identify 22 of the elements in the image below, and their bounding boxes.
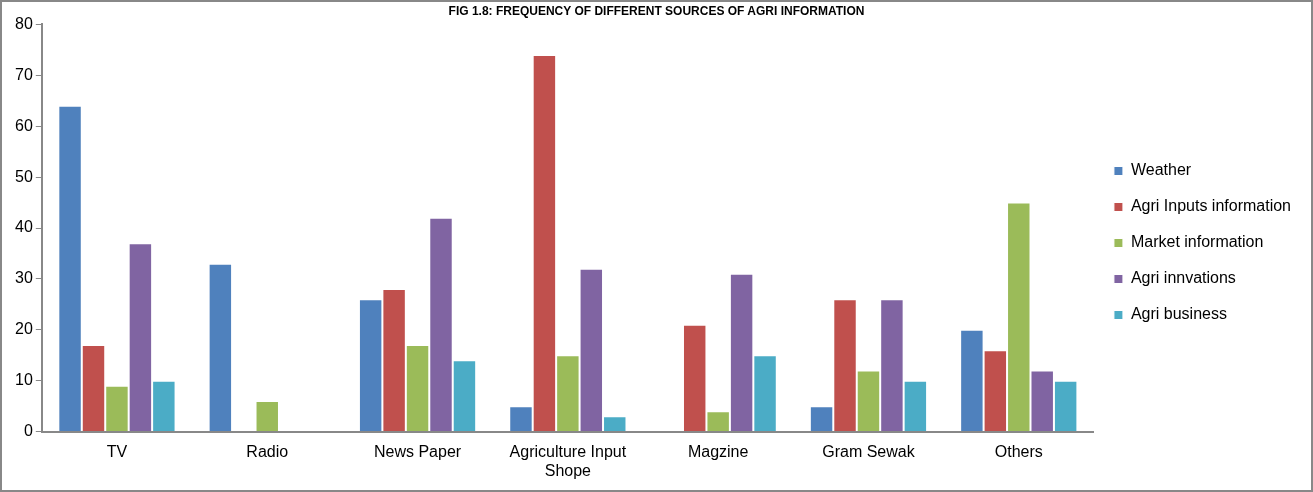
legend-label: Market information: [1130, 233, 1264, 251]
y-tick-label: 70: [15, 65, 33, 83]
y-tick-label: 50: [15, 167, 33, 185]
x-tick-label: Radio: [246, 442, 289, 460]
legend-label: Agri business: [1130, 305, 1227, 323]
x-tick-label: Magzine: [687, 442, 749, 460]
y-tick-label: 40: [15, 218, 33, 236]
y-tick-label: 10: [15, 371, 33, 389]
legend-label: Agri innvations: [1130, 269, 1236, 287]
y-tick-label: 20: [15, 320, 33, 338]
y-tick-label: 30: [15, 269, 33, 287]
legend-label: Weather: [1130, 161, 1192, 179]
chart-title: FIG 1.8: FREQUENCY OF DIFFERENT SOURCES OF AGRI INFORMATION: [448, 3, 865, 18]
x-tick-label: News Paper: [373, 442, 462, 460]
y-tick-label: 80: [15, 14, 33, 32]
x-tick-label: Others: [994, 442, 1043, 460]
y-tick-label: 0: [23, 422, 33, 440]
legend-label: Agri Inputs information: [1130, 197, 1291, 215]
x-tick-label: TV: [106, 442, 128, 460]
x-tick-label: Agriculture Input Shope: [509, 442, 627, 479]
y-tick-label: 60: [15, 116, 33, 134]
x-tick-label: Gram Sewak: [822, 442, 916, 460]
